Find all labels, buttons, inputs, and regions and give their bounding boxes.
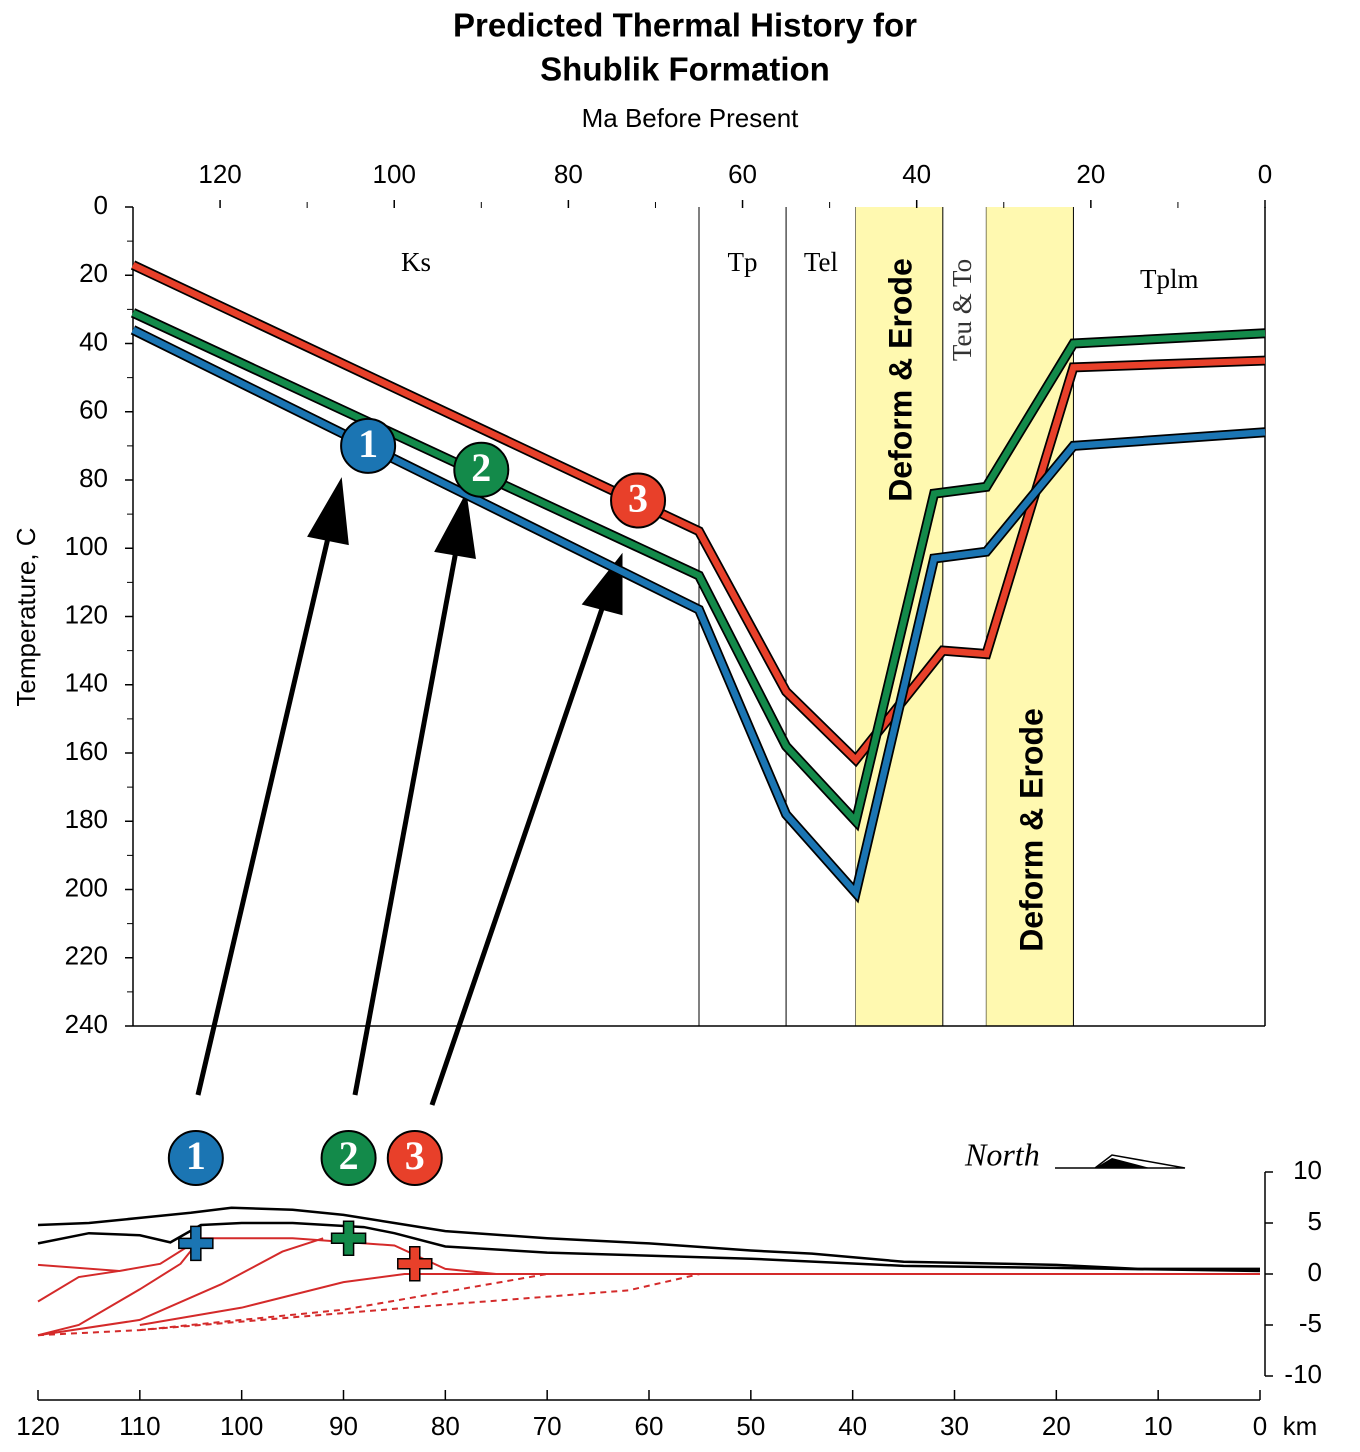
y-tick-label: 160: [65, 736, 108, 766]
x-tick-label: 30: [940, 1411, 969, 1441]
period-label: Ks: [401, 247, 431, 277]
x-tick-label: 10: [1144, 1411, 1173, 1441]
cross: [398, 1247, 432, 1281]
x-tick-label: 90: [329, 1411, 358, 1441]
period-label: Deform & Erode: [1013, 708, 1049, 952]
chart-title: Predicted Thermal History for: [453, 7, 917, 44]
cross: [179, 1226, 213, 1260]
annotation: North: [964, 1136, 1040, 1172]
x-tick-label: 0: [1253, 1411, 1267, 1441]
y-axis-title: Temperature, C: [11, 527, 41, 706]
y-tick-label: 0: [94, 190, 108, 220]
arrow: [198, 525, 331, 1095]
y-tick-label: -10: [1284, 1359, 1322, 1389]
marker-label: 3: [628, 476, 648, 521]
arrows: [198, 485, 620, 1105]
y-tick-label: 40: [79, 326, 108, 356]
y-tick-label: 20: [79, 258, 108, 288]
x-tick-label: 40: [838, 1411, 867, 1441]
x-unit: km: [1283, 1411, 1318, 1441]
marker-label: 3: [405, 1133, 425, 1178]
marker-label: 1: [358, 421, 378, 466]
x-axis-title: Ma Before Present: [582, 103, 800, 133]
y-tick-label: 240: [65, 1009, 108, 1039]
marker-label: 2: [471, 445, 491, 490]
horizon: [38, 1271, 119, 1302]
x-tick-label: 110: [119, 1411, 160, 1441]
period-label: Tel: [804, 247, 838, 277]
arrow: [355, 540, 458, 1095]
period-label: Teu & To: [947, 259, 977, 361]
chart: Predicted Thermal History for Shublik Fo…: [0, 0, 1360, 1452]
x-tick-label: 80: [554, 159, 583, 189]
marker-label: 1: [186, 1133, 206, 1178]
x-tick-label: 60: [728, 159, 757, 189]
x-tick-label: 100: [220, 1411, 263, 1441]
arrow: [432, 597, 606, 1105]
horizon: [140, 1274, 496, 1325]
arrow-head: [438, 500, 473, 556]
x-tick-label: 70: [533, 1411, 562, 1441]
y-tick-label: -5: [1299, 1308, 1322, 1338]
x-tick-label: 20: [1076, 159, 1105, 189]
period-label: Deform & Erode: [883, 258, 919, 502]
x-tick-label: 50: [736, 1411, 765, 1441]
y-tick-label: 180: [65, 804, 108, 834]
horizon: [38, 1223, 1260, 1271]
y-tick-label: 60: [79, 395, 108, 425]
x-tick-label: 100: [373, 159, 416, 189]
y-tick-label: 0: [1308, 1257, 1322, 1287]
y-tick-label: 200: [65, 872, 108, 902]
horizon: [38, 1238, 323, 1335]
north-shape: [1095, 1158, 1150, 1168]
x-tick-label: 0: [1258, 159, 1272, 189]
x-tick-label: 20: [1042, 1411, 1071, 1441]
marker-label: 2: [339, 1133, 359, 1178]
x-tick-label: 120: [198, 159, 241, 189]
x-tick-label: 80: [431, 1411, 460, 1441]
y-tick-label: 140: [65, 668, 108, 698]
x-tick-label: 40: [902, 159, 931, 189]
x-tick-label: 120: [16, 1411, 59, 1441]
chart-title: Shublik Formation: [540, 51, 830, 88]
y-tick-label: 80: [79, 463, 108, 493]
north-symbol: [1055, 1155, 1185, 1168]
y-tick-label: 120: [65, 599, 108, 629]
x-tick-label: 60: [635, 1411, 664, 1441]
period-label: Tp: [728, 247, 758, 277]
arrow-head: [311, 485, 346, 542]
y-tick-label: 5: [1308, 1206, 1322, 1236]
y-tick-label: 10: [1293, 1155, 1322, 1185]
y-tick-label: 100: [65, 531, 108, 561]
y-tick-label: 220: [65, 941, 108, 971]
period-label: Tplm: [1140, 264, 1199, 294]
